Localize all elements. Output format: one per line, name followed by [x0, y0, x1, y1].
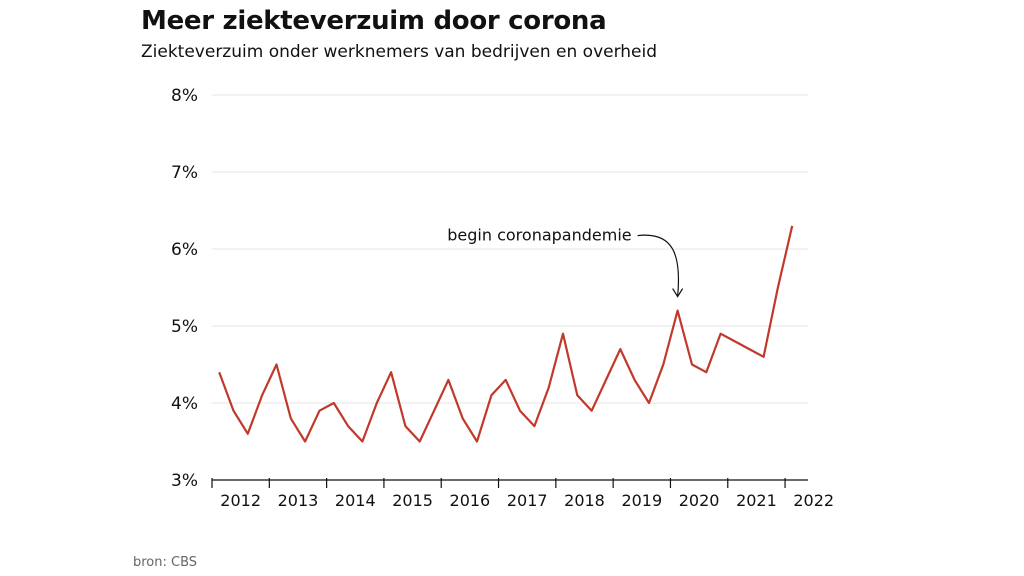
x-tick-label: 2015 [392, 491, 433, 510]
annotation-arrow-head [672, 288, 684, 298]
y-tick-label: 4% [171, 394, 198, 414]
y-tick-label: 7% [171, 163, 198, 183]
x-tick-label: 2021 [736, 491, 777, 510]
chart-title: Meer ziekteverzuim door corona [141, 6, 607, 36]
x-tick-label: 2016 [450, 491, 491, 510]
y-tick-label: 5% [171, 317, 198, 337]
x-tick-label: 2022 [793, 491, 834, 510]
y-tick-label: 8% [171, 86, 198, 106]
source-note: bron: CBS [133, 555, 198, 570]
y-tick-label: 3% [171, 471, 198, 491]
x-tick-label: 2019 [621, 491, 662, 510]
x-tick-label: 2018 [564, 491, 605, 510]
chart-subtitle: Ziekteverzuim onder werknemers van bedri… [141, 42, 658, 62]
x-tick-label: 2017 [507, 491, 548, 510]
series-line [218, 225, 794, 443]
x-tick-label: 2012 [220, 491, 261, 510]
annotation-arrow-line [637, 234, 680, 297]
x-tick-label: 2020 [679, 491, 720, 510]
x-tick-label: 2014 [335, 491, 376, 510]
annotation-label: begin coronapandemie [447, 226, 631, 245]
y-tick-label: 6% [171, 240, 198, 260]
x-tick-label: 2013 [278, 491, 319, 510]
